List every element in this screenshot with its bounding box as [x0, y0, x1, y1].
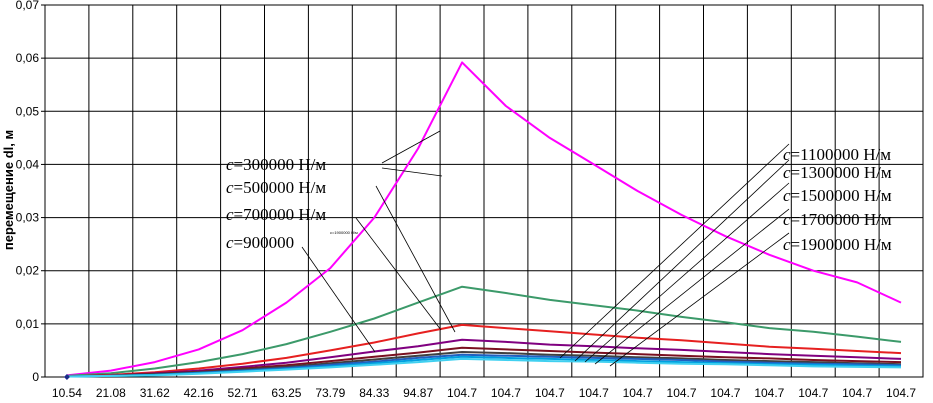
x-axis-ticks: 10.54 21.08 31.62 42.16 52.71 63.25 73.79 84.33… — [52, 386, 916, 400]
series-annotation: c=1100000 Н/м — [783, 145, 891, 164]
annotation-leader-line — [381, 130, 441, 164]
annotation-leader-line — [559, 143, 790, 359]
x-tick-label: 21.08 — [96, 386, 126, 400]
x-tick-label: 84.33 — [359, 386, 389, 400]
x-tick-label: 104.7 — [535, 386, 565, 400]
x-tick-label: 10.54 — [52, 386, 82, 400]
series-line — [66, 338, 902, 378]
x-tick-label: 104.7 — [886, 386, 916, 400]
x-tick-label: 104.7 — [710, 386, 740, 400]
tiny-annotation: c=1900000 Н/м — [330, 230, 358, 235]
series-annotation: c=1500000 Н/м — [783, 186, 892, 205]
y-axis-label: перемещение dl, м — [1, 130, 16, 250]
y-tick-label: 0,06 — [16, 51, 40, 65]
annotation-leader-line — [381, 167, 443, 177]
series-lines — [63, 61, 902, 380]
x-tick-label: 42.16 — [184, 386, 214, 400]
y-axis-ticks: 0 0,01 0,02 0,03 0,04 0,05 0,06 0,07 — [16, 0, 45, 384]
x-tick-label: 63.25 — [271, 386, 301, 400]
annotation-leader-line — [609, 232, 790, 367]
y-tick-label: 0,02 — [16, 264, 40, 278]
y-tick-label: 0,03 — [16, 211, 40, 225]
x-tick-label: 52.71 — [228, 386, 258, 400]
x-tick-label: 31.62 — [140, 386, 170, 400]
series-annotation: c=900000 — [226, 233, 294, 252]
x-tick-label: 104.7 — [754, 386, 784, 400]
annotation-leader-line — [301, 246, 376, 353]
x-tick-label: 104.7 — [447, 386, 477, 400]
y-tick-label: 0,01 — [16, 317, 40, 331]
series-line — [66, 357, 902, 378]
y-tick-label: 0,05 — [16, 104, 40, 118]
series-annotation: c=500000 Н/м — [226, 178, 326, 197]
annotation-leader-line — [584, 182, 790, 363]
series-annotation: c=700000 Н/м — [226, 205, 326, 224]
x-tick-label: 73.79 — [315, 386, 345, 400]
gridlines — [44, 4, 924, 378]
annotations: c=300000 Н/м c=500000 Н/м c=700000 Н/м c=90… — [226, 145, 892, 254]
annotation-leader-line — [375, 185, 456, 333]
x-tick-label: 104.7 — [579, 386, 609, 400]
x-tick-label: 104.7 — [842, 386, 872, 400]
series-line — [66, 323, 902, 378]
series-annotation: c=1300000 Н/м — [783, 163, 892, 182]
annotation-leader-line — [574, 159, 790, 362]
series-annotation: c=1900000 Н/м — [783, 235, 892, 254]
x-tick-label: 104.7 — [491, 386, 521, 400]
series-line — [66, 285, 902, 377]
annotation-leader-line — [594, 208, 790, 365]
x-tick-label: 104.7 — [798, 386, 828, 400]
data-marker — [63, 374, 70, 380]
series-annotation: c=300000 Н/м — [226, 155, 326, 174]
x-tick-label: 94.87 — [403, 386, 433, 400]
y-tick-label: 0 — [32, 370, 39, 384]
y-tick-label: 0,04 — [16, 157, 40, 171]
series-annotation: c=1700000 Н/м — [783, 210, 892, 229]
series-line — [66, 61, 902, 377]
y-tick-label: 0,07 — [16, 0, 40, 12]
annotation-leaders — [301, 130, 790, 367]
annotation-leader-line — [355, 217, 442, 331]
x-tick-label: 104.7 — [623, 386, 653, 400]
x-tick-label: 104.7 — [667, 386, 697, 400]
